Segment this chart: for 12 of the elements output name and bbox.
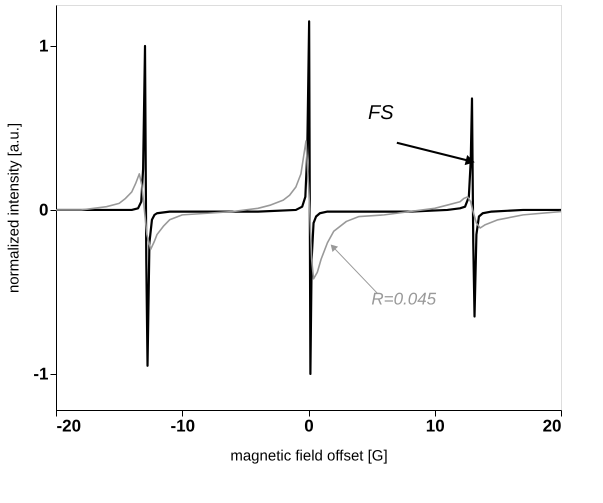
x-axis-title: magnetic field offset [G]: [230, 448, 388, 464]
x-tick-label: -20: [56, 416, 82, 436]
y-axis-title: normalized intensity [a.u.]: [5, 122, 22, 294]
x-tick-label: -10: [170, 416, 196, 436]
y-tick-label: 0: [39, 200, 48, 220]
annotation: FS: [368, 102, 394, 124]
x-tick-label: 20: [542, 416, 562, 436]
annotation: R=0.045: [371, 290, 437, 309]
y-tick-label: 1: [39, 36, 48, 56]
x-tick-label: 0: [304, 416, 314, 436]
x-tick-label: 10: [426, 416, 445, 436]
y-tick-label: -1: [33, 364, 48, 384]
